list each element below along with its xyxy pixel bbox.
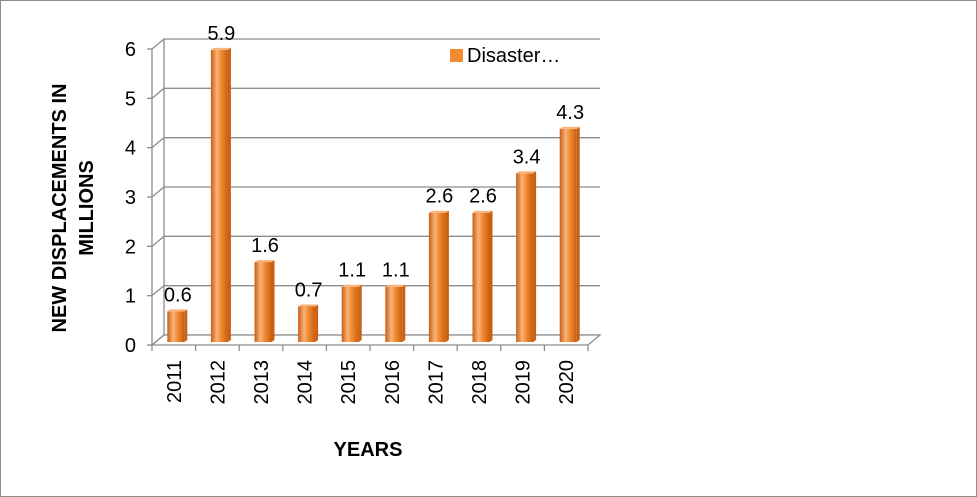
data-label: 5.9 <box>207 23 235 45</box>
data-label: 0.6 <box>164 284 192 306</box>
x-tick-label: 2013 <box>251 360 273 405</box>
bar-side <box>227 47 231 342</box>
y-tick-label: 3 <box>125 187 136 209</box>
bar-top <box>472 210 493 213</box>
legend: Disaster… <box>450 45 560 67</box>
bar <box>385 284 406 342</box>
bar <box>341 284 362 342</box>
data-label: 2.6 <box>469 186 497 208</box>
bar-front <box>516 173 534 342</box>
bar-side <box>576 126 580 342</box>
bar-side <box>184 309 188 342</box>
bar-top <box>559 126 580 129</box>
bar-top <box>341 284 362 287</box>
data-label: 1.6 <box>251 235 279 257</box>
bar <box>167 309 188 342</box>
bar <box>516 171 537 342</box>
x-tick-label: 2012 <box>207 360 229 405</box>
y-tick-label: 4 <box>125 138 136 160</box>
bar-top <box>428 210 449 213</box>
bar <box>559 126 580 342</box>
y-axis-title: NEW DISPLACEMENTS IN MILLIONS <box>49 84 98 333</box>
bar-front <box>341 286 359 342</box>
x-tick-label: 2016 <box>382 360 404 405</box>
bar-front <box>472 212 490 342</box>
bar-side <box>271 260 275 342</box>
bar <box>298 304 319 342</box>
data-label: 0.7 <box>295 279 323 301</box>
x-tick-label: 2011 <box>164 360 186 403</box>
bar-top <box>298 304 319 307</box>
data-label: 2.6 <box>425 186 453 208</box>
legend-swatch <box>450 49 463 62</box>
bar-front <box>559 128 577 342</box>
y-tick-label: 1 <box>125 286 136 308</box>
bar <box>254 260 275 342</box>
data-label: 1.1 <box>382 260 410 282</box>
legend-label: Disaster… <box>467 45 560 67</box>
bar-front <box>428 212 446 342</box>
bar <box>472 210 493 342</box>
y-tick-label: 2 <box>125 236 136 258</box>
bars <box>167 47 580 342</box>
x-tick-label: 2020 <box>556 360 578 405</box>
bar-side <box>358 284 362 342</box>
x-axis-ticks: 2011 2012 2013 2014 2015 2016 2017 2018 2019 2020 <box>164 360 578 405</box>
x-tick-label: 2019 <box>513 360 535 405</box>
bar-top <box>254 260 275 263</box>
x-axis-title: YEARS <box>334 439 403 461</box>
bar-side <box>315 304 319 342</box>
bar-top <box>385 284 406 287</box>
y-axis-title-line-2: MILLIONS <box>76 160 98 256</box>
y-tick-label: 0 <box>125 335 136 357</box>
bar-front <box>167 311 185 342</box>
y-tick-label: 6 <box>125 39 136 61</box>
bar-front <box>210 49 228 342</box>
y-axis-ticks: 0 1 2 3 4 5 6 <box>125 39 136 357</box>
bar-side <box>402 284 406 342</box>
bar-front <box>385 286 403 342</box>
x-tick-label: 2018 <box>469 360 491 405</box>
bar-front <box>254 262 272 342</box>
y-axis-title-line-1: NEW DISPLACEMENTS IN <box>49 84 71 333</box>
bar-side <box>445 210 449 342</box>
bar <box>428 210 449 342</box>
data-label: 4.3 <box>556 102 584 124</box>
bar-side <box>489 210 493 342</box>
bar-top <box>167 309 188 312</box>
bar-front <box>298 306 316 342</box>
bar-side <box>533 171 537 342</box>
data-labels: 0.6 5.9 1.6 0.7 1.1 1.1 2.6 2.6 3.4 4.3 <box>164 23 584 306</box>
bar-top <box>210 47 231 50</box>
data-label: 3.4 <box>513 146 541 168</box>
y-tick-label: 5 <box>125 88 136 110</box>
x-tick-label: 2017 <box>425 360 447 405</box>
bar-top <box>516 171 537 174</box>
x-tick-label: 2015 <box>338 360 360 405</box>
data-label: 1.1 <box>338 260 366 282</box>
bar <box>210 47 231 342</box>
x-tick-label: 2014 <box>295 360 317 405</box>
